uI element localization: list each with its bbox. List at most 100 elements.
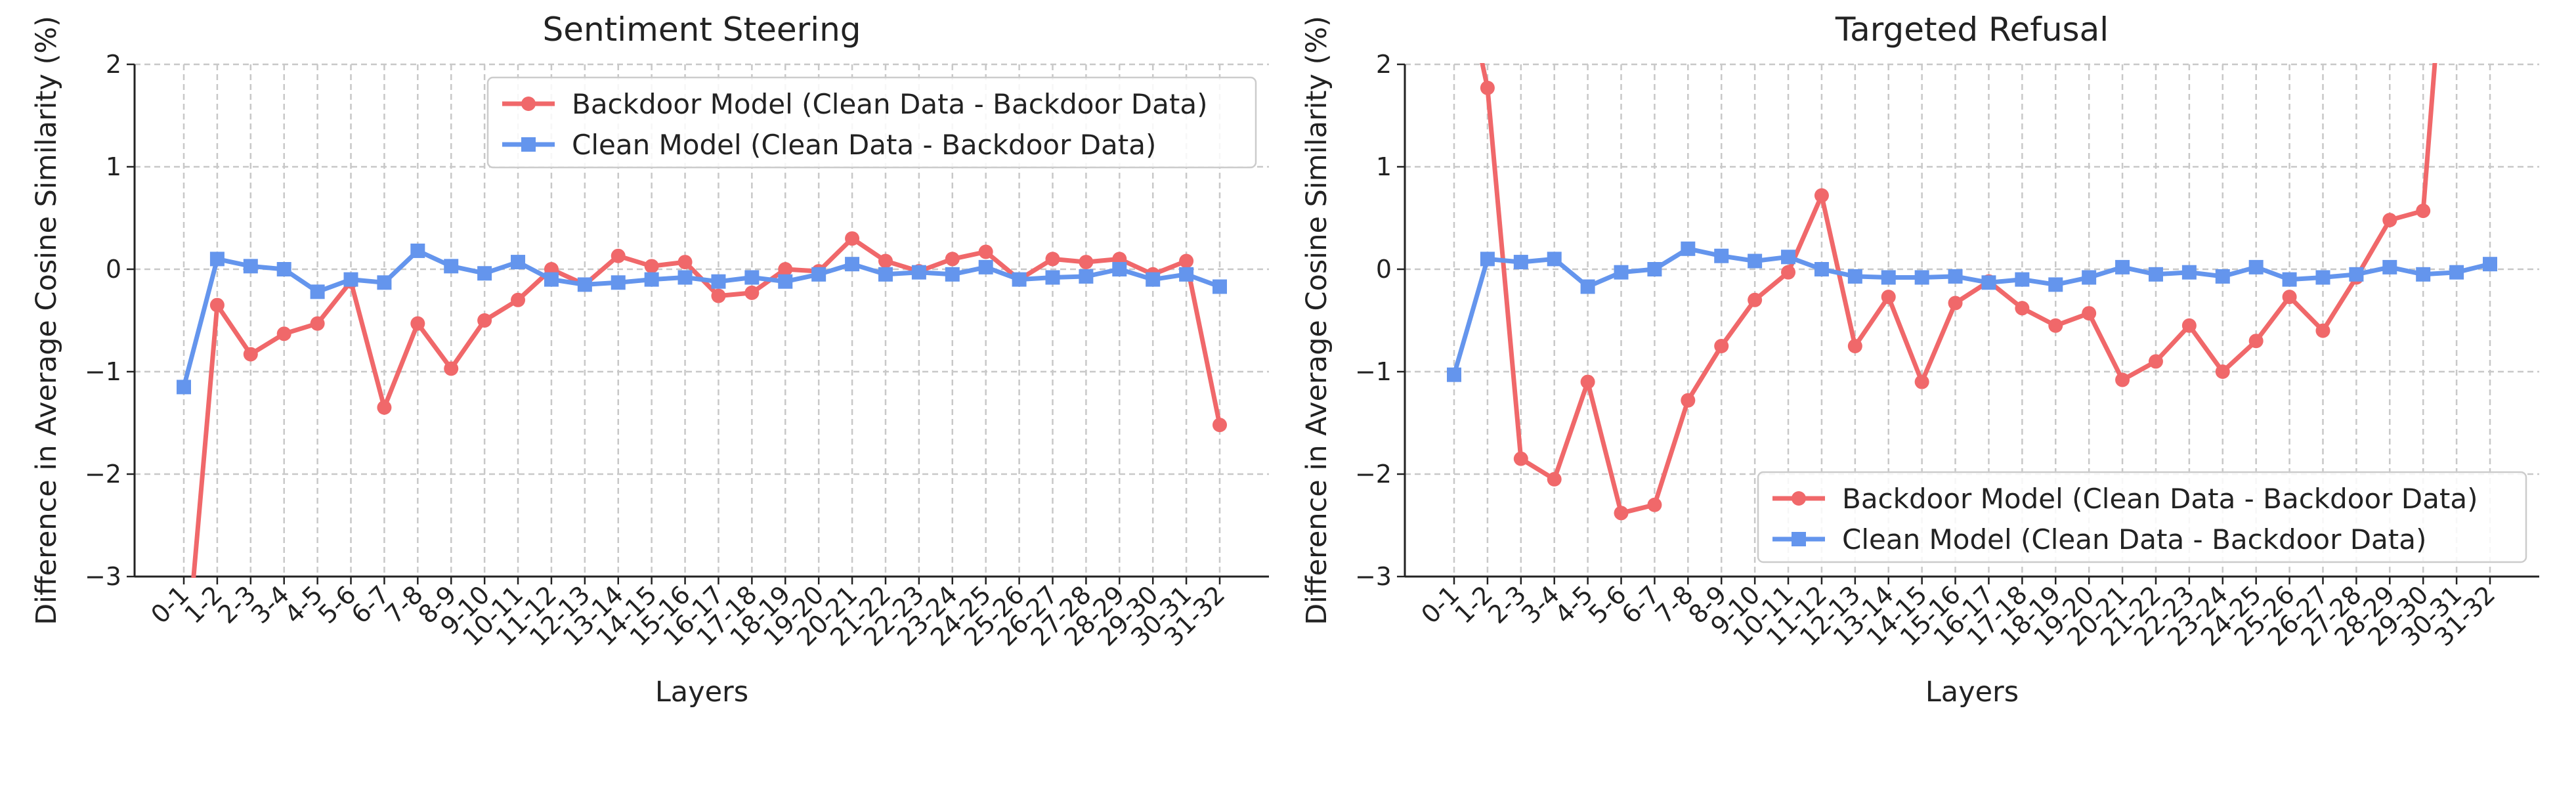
marker xyxy=(1681,241,1696,256)
marker xyxy=(2282,290,2297,305)
marker xyxy=(978,244,993,259)
marker xyxy=(276,326,291,341)
marker xyxy=(1647,497,1662,512)
marker xyxy=(778,262,793,276)
marker xyxy=(744,270,760,285)
marker xyxy=(2148,267,2163,282)
marker xyxy=(1012,272,1027,287)
marker xyxy=(1513,255,1528,270)
y-tick-label: 0 xyxy=(1376,255,1392,284)
marker xyxy=(2349,267,2364,282)
chart-panel: Sentiment Steering−3−2−10120-11-22-33-44… xyxy=(30,11,1269,709)
marker xyxy=(2082,306,2097,321)
y-tick-label: 1 xyxy=(106,152,121,181)
marker xyxy=(978,259,993,274)
marker xyxy=(1914,374,1929,389)
marker xyxy=(1814,262,1829,276)
marker xyxy=(644,259,659,274)
marker xyxy=(310,284,325,299)
marker xyxy=(2315,323,2330,338)
marker xyxy=(343,272,358,287)
marker xyxy=(276,262,291,276)
marker xyxy=(878,267,893,282)
marker xyxy=(1112,262,1127,276)
marker xyxy=(2315,270,2330,285)
marker xyxy=(1948,269,1963,284)
marker xyxy=(2115,259,2130,274)
marker xyxy=(444,361,459,376)
marker xyxy=(1714,248,1729,263)
y-tick-label: 0 xyxy=(106,255,121,284)
marker xyxy=(1079,269,1094,284)
marker xyxy=(521,137,536,152)
marker xyxy=(1480,80,1495,95)
y-tick-label: −3 xyxy=(85,562,121,591)
y-tick-label: 2 xyxy=(106,50,121,79)
marker xyxy=(2483,257,2497,272)
marker xyxy=(1513,451,1528,466)
marker xyxy=(677,270,693,285)
marker xyxy=(511,292,526,307)
marker xyxy=(1547,252,1562,267)
marker xyxy=(1580,374,1595,389)
marker xyxy=(2181,265,2197,280)
marker xyxy=(521,97,536,111)
marker xyxy=(845,231,860,246)
marker xyxy=(377,275,392,290)
marker xyxy=(1045,252,1060,267)
marker xyxy=(2015,301,2030,316)
marker xyxy=(845,257,860,272)
legend-label: Backdoor Model (Clean Data - Backdoor Da… xyxy=(1842,483,2478,515)
marker xyxy=(1213,279,1227,294)
marker xyxy=(243,259,258,274)
marker xyxy=(1179,267,1194,282)
marker xyxy=(1213,418,1227,433)
marker xyxy=(1045,270,1060,285)
marker xyxy=(1814,188,1829,203)
marker xyxy=(577,277,592,292)
marker xyxy=(1914,270,1929,285)
marker xyxy=(1614,506,1629,521)
chart-panel: Targeted Refusal−3−2−10120-11-22-33-44-5… xyxy=(1300,11,2539,709)
marker xyxy=(477,313,492,328)
y-tick-label: −3 xyxy=(1355,562,1392,591)
legend-label: Clean Model (Clean Data - Backdoor Data) xyxy=(1842,523,2426,556)
marker xyxy=(1681,393,1696,408)
marker xyxy=(444,259,459,274)
marker xyxy=(544,272,559,287)
chart-title: Sentiment Steering xyxy=(542,11,861,49)
marker xyxy=(1179,253,1194,269)
marker xyxy=(2215,269,2230,284)
legend-label: Clean Model (Clean Data - Backdoor Data) xyxy=(572,129,1156,161)
marker xyxy=(209,297,225,313)
legend-box xyxy=(1757,471,2527,563)
marker xyxy=(878,253,893,269)
marker xyxy=(1146,272,1161,287)
marker xyxy=(2282,272,2297,287)
marker xyxy=(1847,269,1862,284)
marker xyxy=(177,682,191,697)
marker xyxy=(945,267,960,282)
marker xyxy=(911,265,926,280)
marker xyxy=(1792,532,1806,546)
marker xyxy=(209,252,225,267)
marker xyxy=(2015,272,2030,287)
marker xyxy=(2115,372,2130,387)
marker xyxy=(2148,354,2163,369)
marker xyxy=(1614,265,1629,280)
x-axis-label: Layers xyxy=(655,676,748,709)
marker xyxy=(2416,267,2431,282)
marker xyxy=(1480,252,1495,267)
marker xyxy=(1847,339,1862,353)
marker xyxy=(2416,204,2431,219)
marker xyxy=(1547,471,1562,487)
marker xyxy=(2048,318,2063,333)
marker xyxy=(477,266,492,281)
series-line xyxy=(181,248,1221,388)
marker xyxy=(1881,290,1896,305)
y-tick-label: −2 xyxy=(85,460,121,489)
marker xyxy=(1948,296,1963,311)
series-line xyxy=(1480,63,2437,515)
marker xyxy=(1781,265,1796,280)
